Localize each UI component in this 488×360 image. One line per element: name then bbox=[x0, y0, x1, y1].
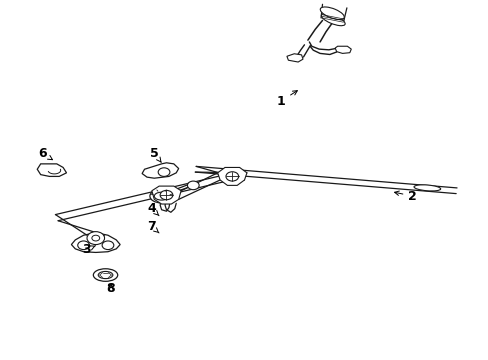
Ellipse shape bbox=[93, 269, 118, 281]
Circle shape bbox=[225, 172, 238, 181]
Text: 7: 7 bbox=[147, 220, 159, 233]
Circle shape bbox=[102, 241, 114, 249]
Polygon shape bbox=[217, 167, 246, 185]
Circle shape bbox=[78, 241, 89, 249]
Polygon shape bbox=[142, 163, 178, 178]
Text: 6: 6 bbox=[38, 147, 52, 160]
Ellipse shape bbox=[98, 271, 113, 279]
Polygon shape bbox=[334, 46, 350, 53]
Text: 5: 5 bbox=[150, 147, 161, 162]
Polygon shape bbox=[152, 186, 181, 204]
Text: 4: 4 bbox=[147, 202, 159, 216]
Ellipse shape bbox=[413, 185, 440, 191]
Polygon shape bbox=[286, 54, 303, 62]
Circle shape bbox=[160, 190, 172, 200]
Text: 3: 3 bbox=[81, 243, 96, 256]
Ellipse shape bbox=[150, 189, 173, 203]
Ellipse shape bbox=[321, 14, 345, 26]
Circle shape bbox=[158, 168, 169, 176]
Text: 8: 8 bbox=[106, 282, 115, 295]
Circle shape bbox=[92, 235, 100, 241]
Polygon shape bbox=[37, 164, 66, 176]
Circle shape bbox=[87, 231, 104, 244]
Circle shape bbox=[187, 181, 199, 190]
Ellipse shape bbox=[154, 192, 168, 200]
Polygon shape bbox=[71, 233, 120, 252]
Text: 2: 2 bbox=[394, 190, 416, 203]
Text: 1: 1 bbox=[276, 91, 297, 108]
Ellipse shape bbox=[320, 7, 344, 19]
